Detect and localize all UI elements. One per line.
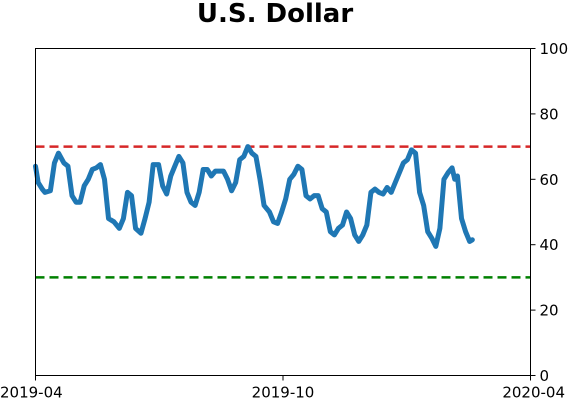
y-tick-label: 20: [540, 302, 559, 320]
reference-lines: [35, 145, 531, 279]
chart-title: U.S. Dollar: [197, 0, 353, 29]
y-tick-label: 0: [540, 367, 550, 385]
y-tick-label: 80: [540, 105, 559, 123]
x-tick-label: 2019-04: [0, 384, 63, 402]
y-axis: 0 20 40 60 80 100: [530, 40, 569, 385]
x-tick-label: 2019-10: [252, 384, 315, 402]
y-tick-label: 60: [540, 171, 559, 189]
series-layer: [33, 144, 475, 249]
x-axis: 2019-04 2019-10 2020-04: [0, 375, 565, 402]
y-tick-label: 100: [540, 40, 569, 58]
x-tick-label: 2020-04: [502, 384, 565, 402]
series-line-0: [33, 144, 475, 249]
y-tick-label: 40: [540, 236, 559, 254]
